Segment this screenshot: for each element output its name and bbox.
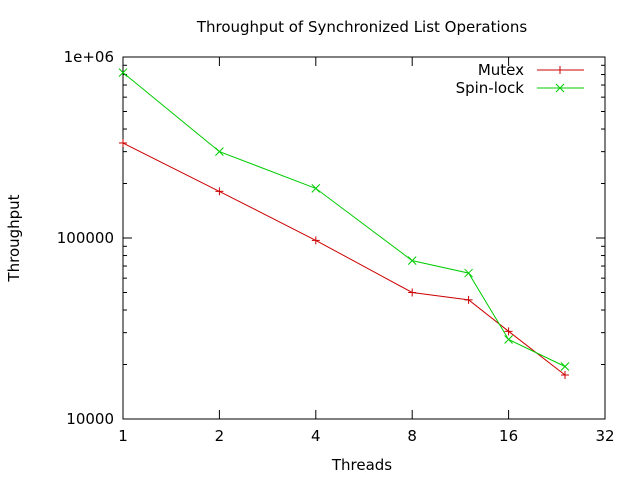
y-axis-label: Throughput [5, 194, 23, 282]
y-tick-label: 100000 [57, 229, 114, 247]
x-axis-label: Threads [331, 456, 392, 474]
x-tick-label: 8 [407, 427, 417, 445]
x-tick-label: 4 [311, 427, 321, 445]
x-tick-label: 16 [499, 427, 518, 445]
x-tick-label: 32 [595, 427, 614, 445]
legend-label: Spin-lock [456, 79, 525, 97]
series-line-spin-lock [122, 72, 566, 367]
x-tick-label: 2 [215, 427, 225, 445]
x-tick-label: 1 [118, 427, 128, 445]
cross-marker [464, 268, 473, 278]
y-tick-label: 1e+06 [64, 48, 114, 66]
cross-marker [215, 147, 224, 156]
series-line-mutex [122, 142, 566, 376]
cross-marker [407, 256, 417, 265]
plot-frame [122, 56, 606, 420]
cross-marker [311, 184, 321, 193]
cross-marker [555, 83, 565, 93]
axes: 10000 100000 1e+06 1 2 4 8 16 32 [57, 48, 615, 445]
cross-marker [118, 68, 128, 77]
cross-marker [504, 335, 513, 344]
plot-series [118, 68, 570, 380]
y-tick-label: 10000 [66, 410, 114, 428]
chart-title: Throughput of Synchronized List Operatio… [196, 18, 528, 36]
legend-label: Mutex [478, 61, 524, 79]
cross-marker [560, 362, 570, 371]
